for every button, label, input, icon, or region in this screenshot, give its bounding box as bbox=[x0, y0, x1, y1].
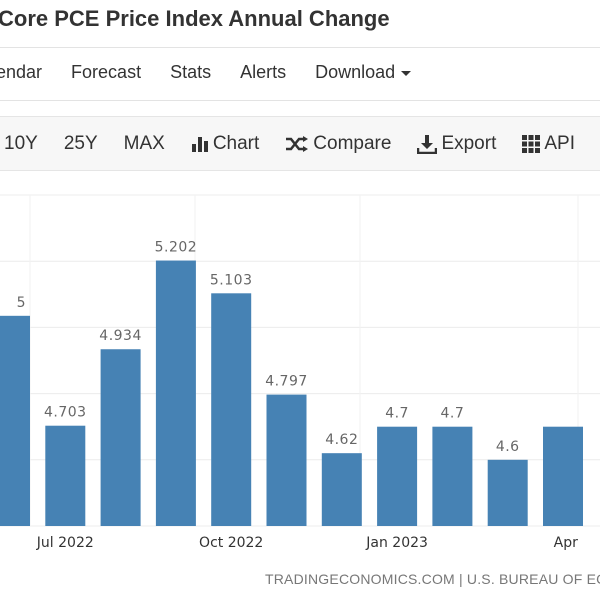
compare-button[interactable]: Compare bbox=[285, 133, 391, 155]
data-label: 4.62 bbox=[325, 432, 358, 448]
page-title: Core PCE Price Index Annual Change bbox=[0, 6, 390, 31]
shuffle-icon bbox=[286, 135, 309, 152]
data-label: 5.103 bbox=[210, 272, 253, 288]
api-button[interactable]: API bbox=[522, 133, 575, 155]
download-icon bbox=[417, 134, 438, 154]
nav-bar: endar Forecast Stats Alerts Download bbox=[0, 62, 440, 83]
data-label: 4.934 bbox=[99, 328, 142, 344]
range-25y-button[interactable]: 25Y bbox=[64, 133, 98, 155]
nav-stats[interactable]: Stats bbox=[170, 62, 212, 82]
bar bbox=[266, 394, 307, 526]
export-button[interactable]: Export bbox=[417, 133, 496, 155]
nav-calendar[interactable]: endar bbox=[0, 62, 43, 82]
bar bbox=[543, 426, 583, 526]
x-tick-label: Jan 2023 bbox=[365, 535, 428, 551]
source-credit: TRADINGECONOMICS.COM | U.S. BUREAU OF EC… bbox=[265, 571, 600, 587]
bar bbox=[155, 260, 196, 526]
range-max-button[interactable]: MAX bbox=[124, 133, 165, 155]
button-label: 10Y bbox=[4, 132, 38, 154]
data-label: 4.7 bbox=[441, 406, 465, 422]
divider bbox=[0, 100, 600, 101]
range-10y-button[interactable]: 10Y bbox=[4, 133, 38, 155]
bar bbox=[45, 425, 86, 526]
button-label: 25Y bbox=[63, 132, 98, 154]
nav-download[interactable]: Download bbox=[315, 62, 412, 83]
nav-forecast[interactable]: Forecast bbox=[71, 62, 142, 82]
data-label: 4.6 bbox=[496, 439, 520, 455]
bar bbox=[211, 293, 252, 526]
caret-down-icon bbox=[401, 70, 412, 76]
chart-button[interactable]: Chart bbox=[191, 133, 259, 155]
data-label: 5 bbox=[17, 295, 26, 311]
button-label: Compare bbox=[313, 132, 392, 154]
data-label: 4.797 bbox=[265, 374, 308, 390]
bar bbox=[0, 315, 30, 526]
data-label: 4.7 bbox=[385, 406, 409, 422]
bar bbox=[100, 349, 141, 526]
nav-download-label: Download bbox=[315, 62, 396, 82]
button-label: Chart bbox=[212, 132, 260, 154]
nav-alerts[interactable]: Alerts bbox=[240, 62, 287, 82]
x-tick-label: Oct 2022 bbox=[199, 535, 263, 551]
data-label: 5.202 bbox=[155, 240, 198, 256]
bar-chart-icon bbox=[191, 136, 208, 152]
bar-chart: 5 4.703 4.934 5.202 5.103 4.797 4.62 4.7 4.7 4.6 J… bbox=[0, 194, 600, 551]
bar bbox=[487, 459, 528, 526]
toolbar: 10Y 25Y MAX Chart Compare Export API bbox=[0, 116, 600, 171]
divider bbox=[0, 47, 600, 48]
data-label: 4.703 bbox=[44, 405, 87, 421]
x-tick-label: Apr bbox=[554, 535, 578, 551]
bar bbox=[377, 426, 418, 526]
button-label: MAX bbox=[123, 132, 165, 154]
bar bbox=[432, 426, 473, 526]
button-label: Export bbox=[441, 132, 497, 154]
button-label: API bbox=[544, 132, 575, 154]
grid-icon bbox=[522, 134, 541, 153]
bar bbox=[321, 453, 362, 526]
x-tick-label: Jul 2022 bbox=[36, 535, 94, 551]
